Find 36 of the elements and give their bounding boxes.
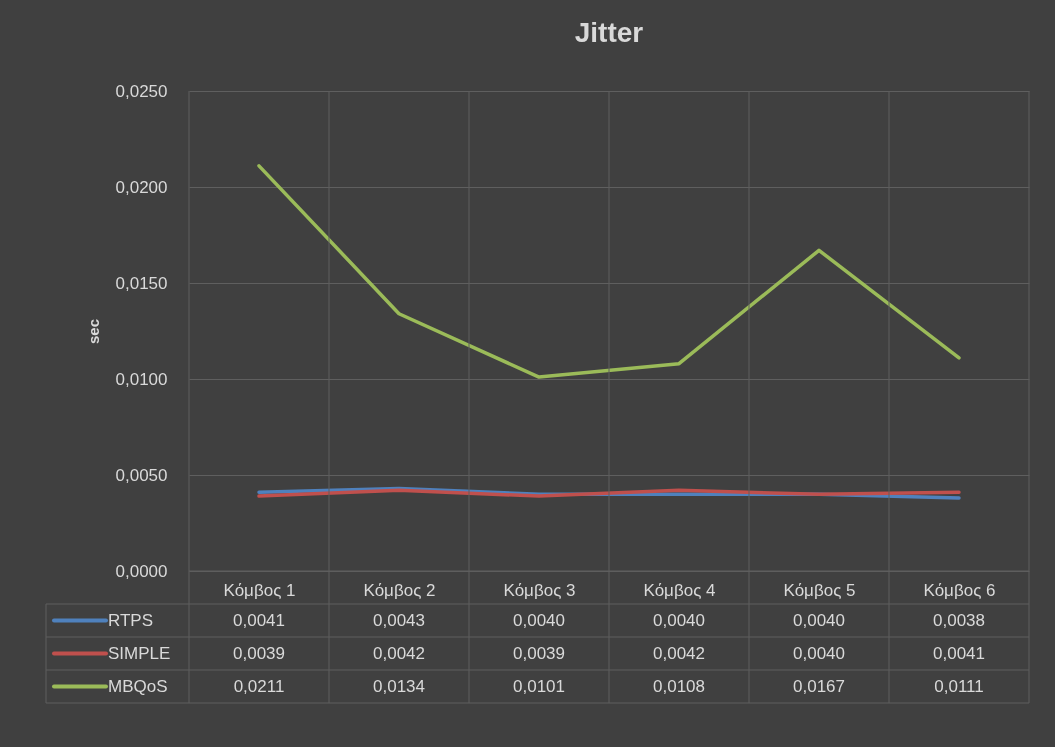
line-series [257,164,961,379]
y-tick-label: 0,0100 [115,369,168,389]
y-axis-title: sec [84,318,102,345]
data-label: 0,0040 [793,643,845,663]
x-tick-label: Κόμβος 4 [643,580,716,600]
y-tick-label: 0,0000 [115,561,168,581]
y-tick-label: 0,0200 [115,177,168,197]
data-label: 0,0167 [793,676,845,696]
data-label: 0,0039 [233,643,285,663]
data-label: 0,0211 [233,676,285,696]
x-tick-label: Κόμβος 6 [923,580,996,600]
data-label: 0,0043 [373,610,425,630]
data-label: 0,0041 [233,610,285,630]
data-label: 0,0134 [373,676,425,696]
legend-label: SIMPLE [108,643,171,663]
chart-title: Jitter [574,17,644,48]
data-label: 0,0111 [934,676,984,696]
data-label: 0,0040 [793,610,845,630]
data-label: 0,0042 [653,643,705,663]
data-label: 0,0038 [933,610,985,630]
x-tick-label: Κόμβος 5 [783,580,856,600]
data-label: 0,0108 [653,676,705,696]
legend-label: MBQoS [108,676,168,696]
legend-label: RTPS [108,610,154,630]
x-tick-label: Κόμβος 2 [363,580,436,600]
x-tick-label: Κόμβος 1 [223,580,296,600]
x-tick-label: Κόμβος 3 [503,580,576,600]
data-label: 0,0041 [933,643,985,663]
data-label: 0,0040 [653,610,705,630]
y-tick-label: 0,0150 [115,273,168,293]
y-tick-label: 0,0250 [115,81,168,101]
data-label: 0,0040 [513,610,565,630]
data-label: 0,0042 [373,643,425,663]
y-tick-label: 0,0050 [115,465,168,485]
data-label: 0,0039 [513,643,565,663]
data-label: 0,0101 [513,676,565,696]
